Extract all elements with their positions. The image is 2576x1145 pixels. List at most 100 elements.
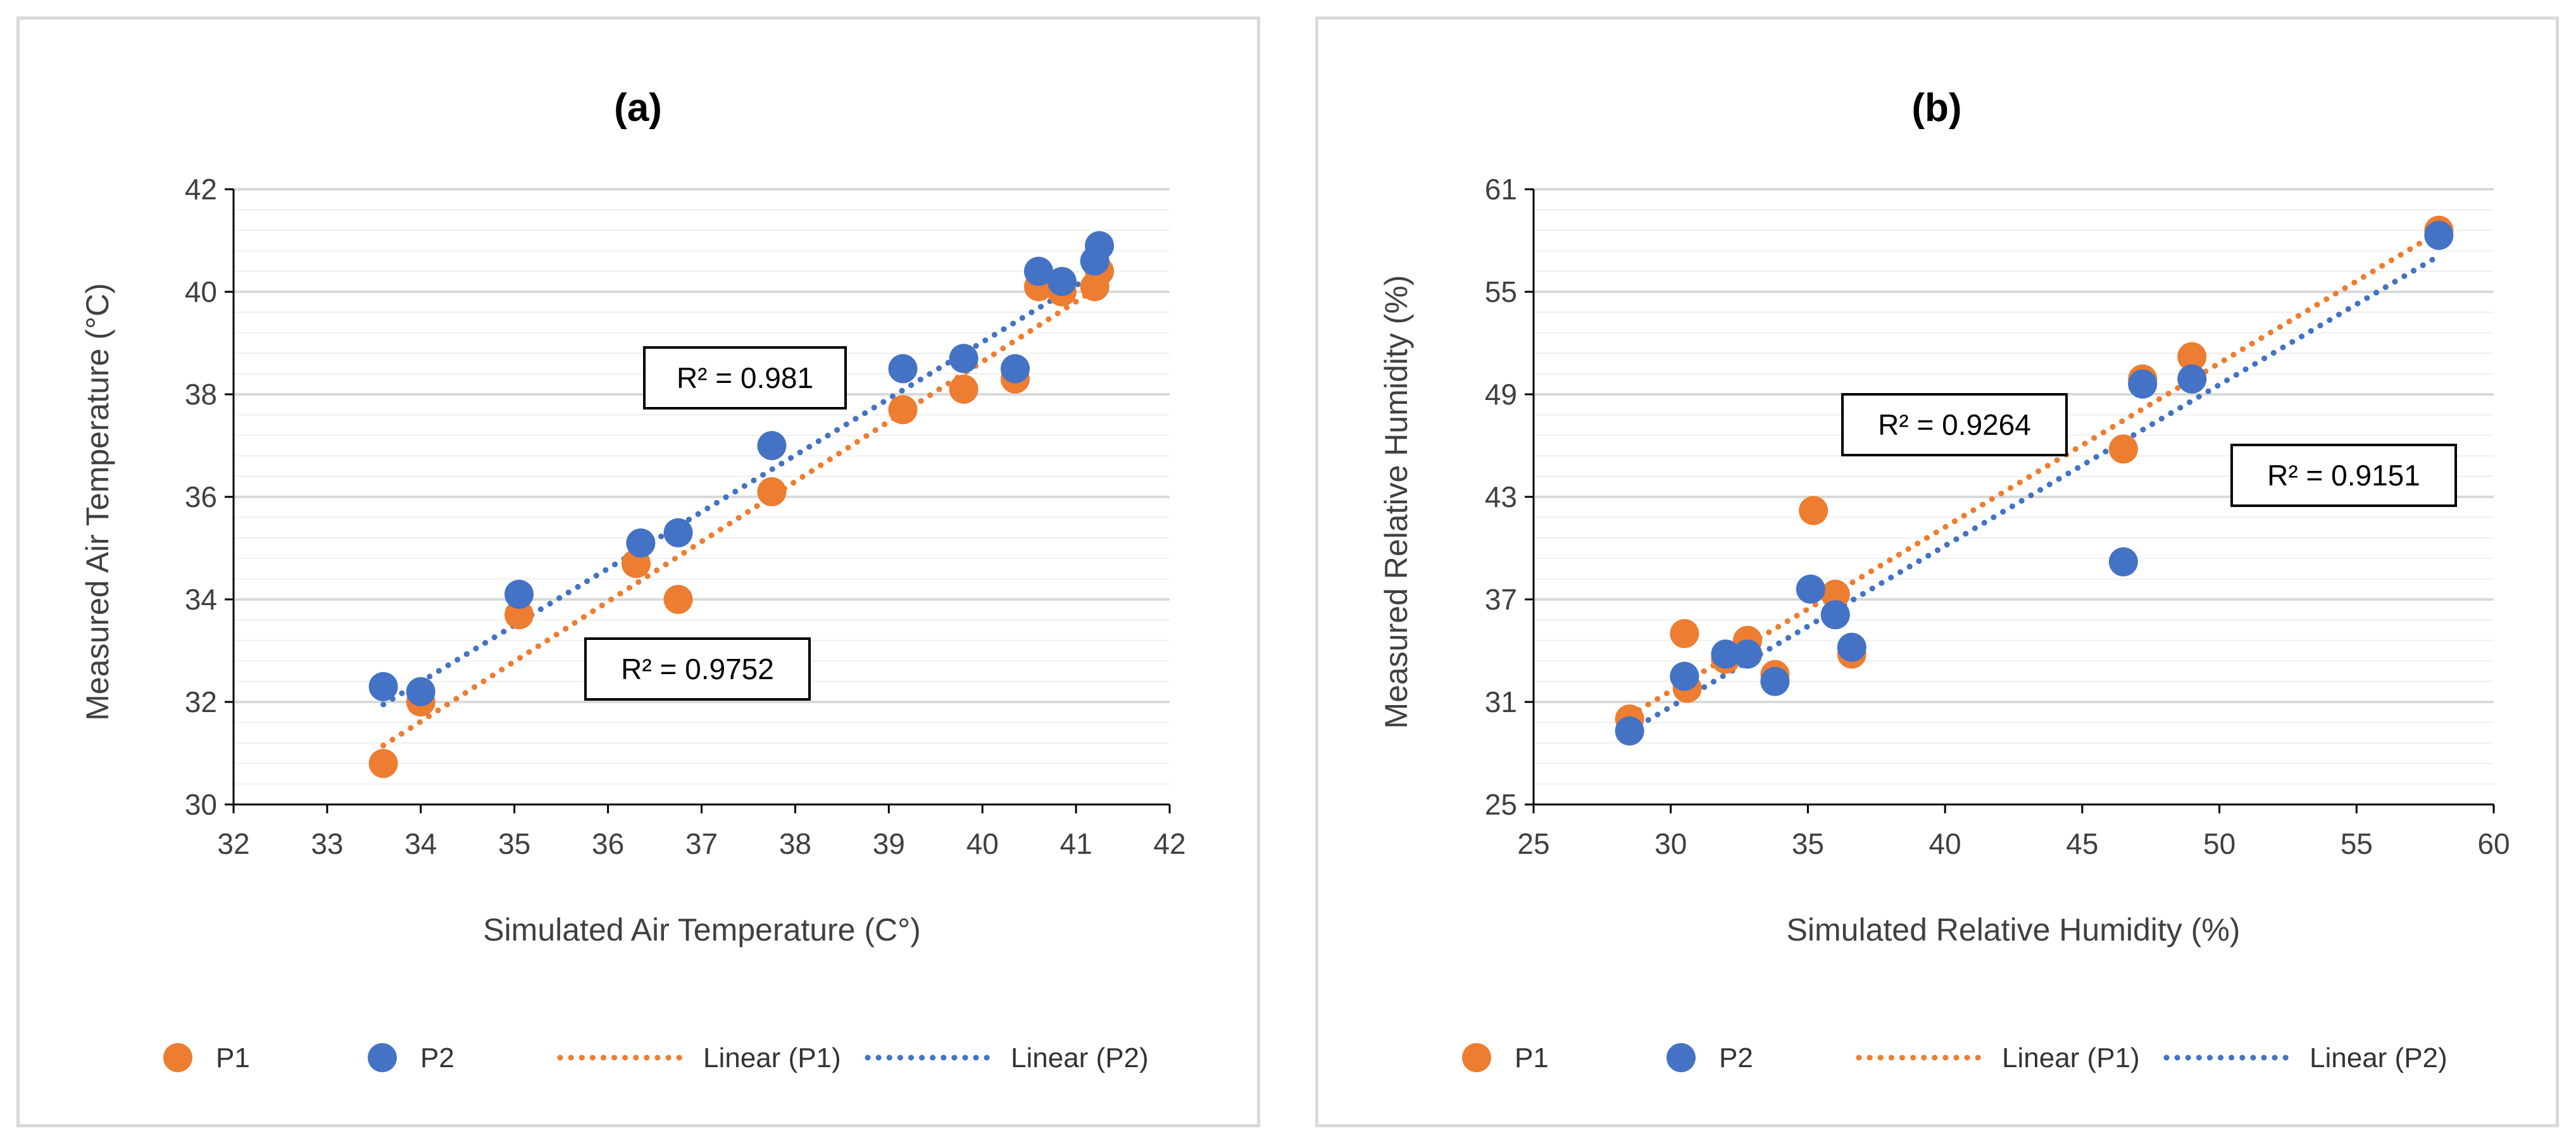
data-point-p2 [368,672,398,701]
trendline-linear-p2 [1627,253,2442,734]
data-point-p2 [1820,600,1850,630]
x-tick-label: 30 [1654,827,1687,860]
data-point-p2 [1711,639,1741,669]
x-axis-label: Simulated Relative Humidity (%) [1787,912,2241,948]
data-point-p1 [504,600,534,630]
data-point-p2 [2424,220,2454,250]
chart-panel-b: 25 30 35 40 45 50 55 60 25 31 37 43 49 55 61 R² = 0.92… [1315,16,2559,1127]
legend-label: Linear (P2) [2310,1042,2448,1073]
data-point-p1 [757,477,787,506]
data-point-p2 [888,354,918,384]
y-tick-label: 49 [1485,378,1517,411]
x-tick-label: 34 [404,827,437,860]
x-tick-label: 39 [873,827,905,860]
data-point-p1 [1670,619,1699,648]
data-point-p1 [663,585,693,614]
r-squared-box [643,346,847,410]
y-tick-label: 37 [1485,583,1517,616]
y-tick-label: 42 [185,173,217,206]
legend-label: P2 [1719,1042,1753,1073]
legend-marker-p2 [368,1043,397,1072]
legend-marker-p1 [163,1043,192,1072]
x-tick-label: 40 [1929,827,1961,860]
y-tick-label: 36 [185,480,217,513]
y-axis-label: Measured Relative Humidity (%) [1379,275,1414,729]
legend-marker-p1 [1462,1043,1491,1072]
x-tick-label: 25 [1517,827,1549,860]
y-tick-label: 30 [185,788,217,821]
legend-label: P1 [216,1042,250,1073]
legend-label: Linear (P1) [2002,1042,2140,1073]
x-tick-label: 32 [217,827,249,860]
y-tick-label: 61 [1485,173,1517,206]
y-tick-label: 38 [185,378,217,411]
x-tick-label: 42 [1153,827,1185,860]
x-tick-label: 33 [311,827,343,860]
data-point-p2 [1670,661,1699,691]
y-tick-label: 40 [185,275,217,308]
x-tick-label: 50 [2203,827,2235,860]
data-point-p1 [2177,342,2207,372]
x-tick-label: 41 [1060,827,1092,860]
x-tick-label: 36 [592,827,624,860]
data-point-p1 [368,749,398,779]
legend-label: Linear (P1) [703,1042,841,1073]
data-point-p2 [1615,716,1644,746]
x-tick-label: 35 [1792,827,1824,860]
r-squared-label: R² = 0.9151 [2267,459,2420,492]
x-tick-label: 45 [2066,827,2098,860]
data-point-p2 [2177,364,2207,394]
legend-label: P1 [1515,1042,1549,1073]
y-tick-label: 31 [1485,685,1517,718]
x-tick-label: 40 [966,827,999,860]
x-tick-label: 38 [779,827,811,860]
data-point-p1 [949,374,979,404]
r-squared-label: R² = 0.9752 [621,653,774,685]
data-point-p2 [406,677,435,706]
r-squared-box [584,637,811,701]
data-point-p2 [1085,231,1115,261]
chart-title: (b) [1911,86,1961,130]
data-point-p1 [888,395,918,425]
x-axis-label: Simulated Air Temperature (C°) [483,912,921,948]
data-point-p2 [663,518,693,547]
data-point-p2 [1023,256,1053,286]
r-squared-box [1841,393,2068,456]
chart-panel-a: 32 33 34 35 36 37 38 39 40 41 42 30 32 34 36 38 40 42 R² … [16,16,1260,1127]
y-axis-label: Measured Air Temperature (°C) [80,283,115,721]
x-tick-label: 37 [685,827,718,860]
legend-marker-p2 [1666,1043,1696,1072]
trendline-linear-p2 [380,268,1103,708]
data-point-p2 [1733,639,1763,669]
r-squared-label: R² = 0.981 [677,361,813,394]
data-point-p2 [1837,632,1866,662]
data-point-p2 [2108,547,2138,577]
y-tick-label: 32 [185,685,217,718]
data-point-p2 [1000,354,1030,384]
r-squared-box [2230,444,2457,507]
x-tick-label: 55 [2341,827,2373,860]
data-point-p1 [2108,434,2138,464]
data-point-p2 [1796,574,1825,604]
y-tick-label: 25 [1485,788,1517,821]
data-point-p2 [757,431,787,460]
trendline-linear-p1 [380,284,1103,749]
data-point-p1 [1820,579,1850,609]
legend-label: P2 [420,1042,454,1073]
x-tick-label: 35 [498,827,530,860]
data-point-p2 [626,528,656,558]
scatter-chart-b: 25 30 35 40 45 50 55 60 25 31 37 43 49 55 61 R² = 0.92… [1379,86,2510,1073]
r-squared-label: R² = 0.9264 [1878,408,2031,441]
y-tick-label: 55 [1485,275,1517,308]
x-tick-label: 60 [2477,827,2510,860]
y-tick-label: 34 [185,583,217,616]
data-point-p2 [1047,266,1077,296]
y-tick-label: 43 [1485,480,1517,513]
data-point-p1 [1799,496,1829,525]
data-point-p2 [504,579,534,609]
data-point-p2 [2128,369,2158,399]
data-point-p2 [949,344,979,373]
chart-title: (a) [614,86,662,130]
data-point-p2 [1760,666,1790,696]
